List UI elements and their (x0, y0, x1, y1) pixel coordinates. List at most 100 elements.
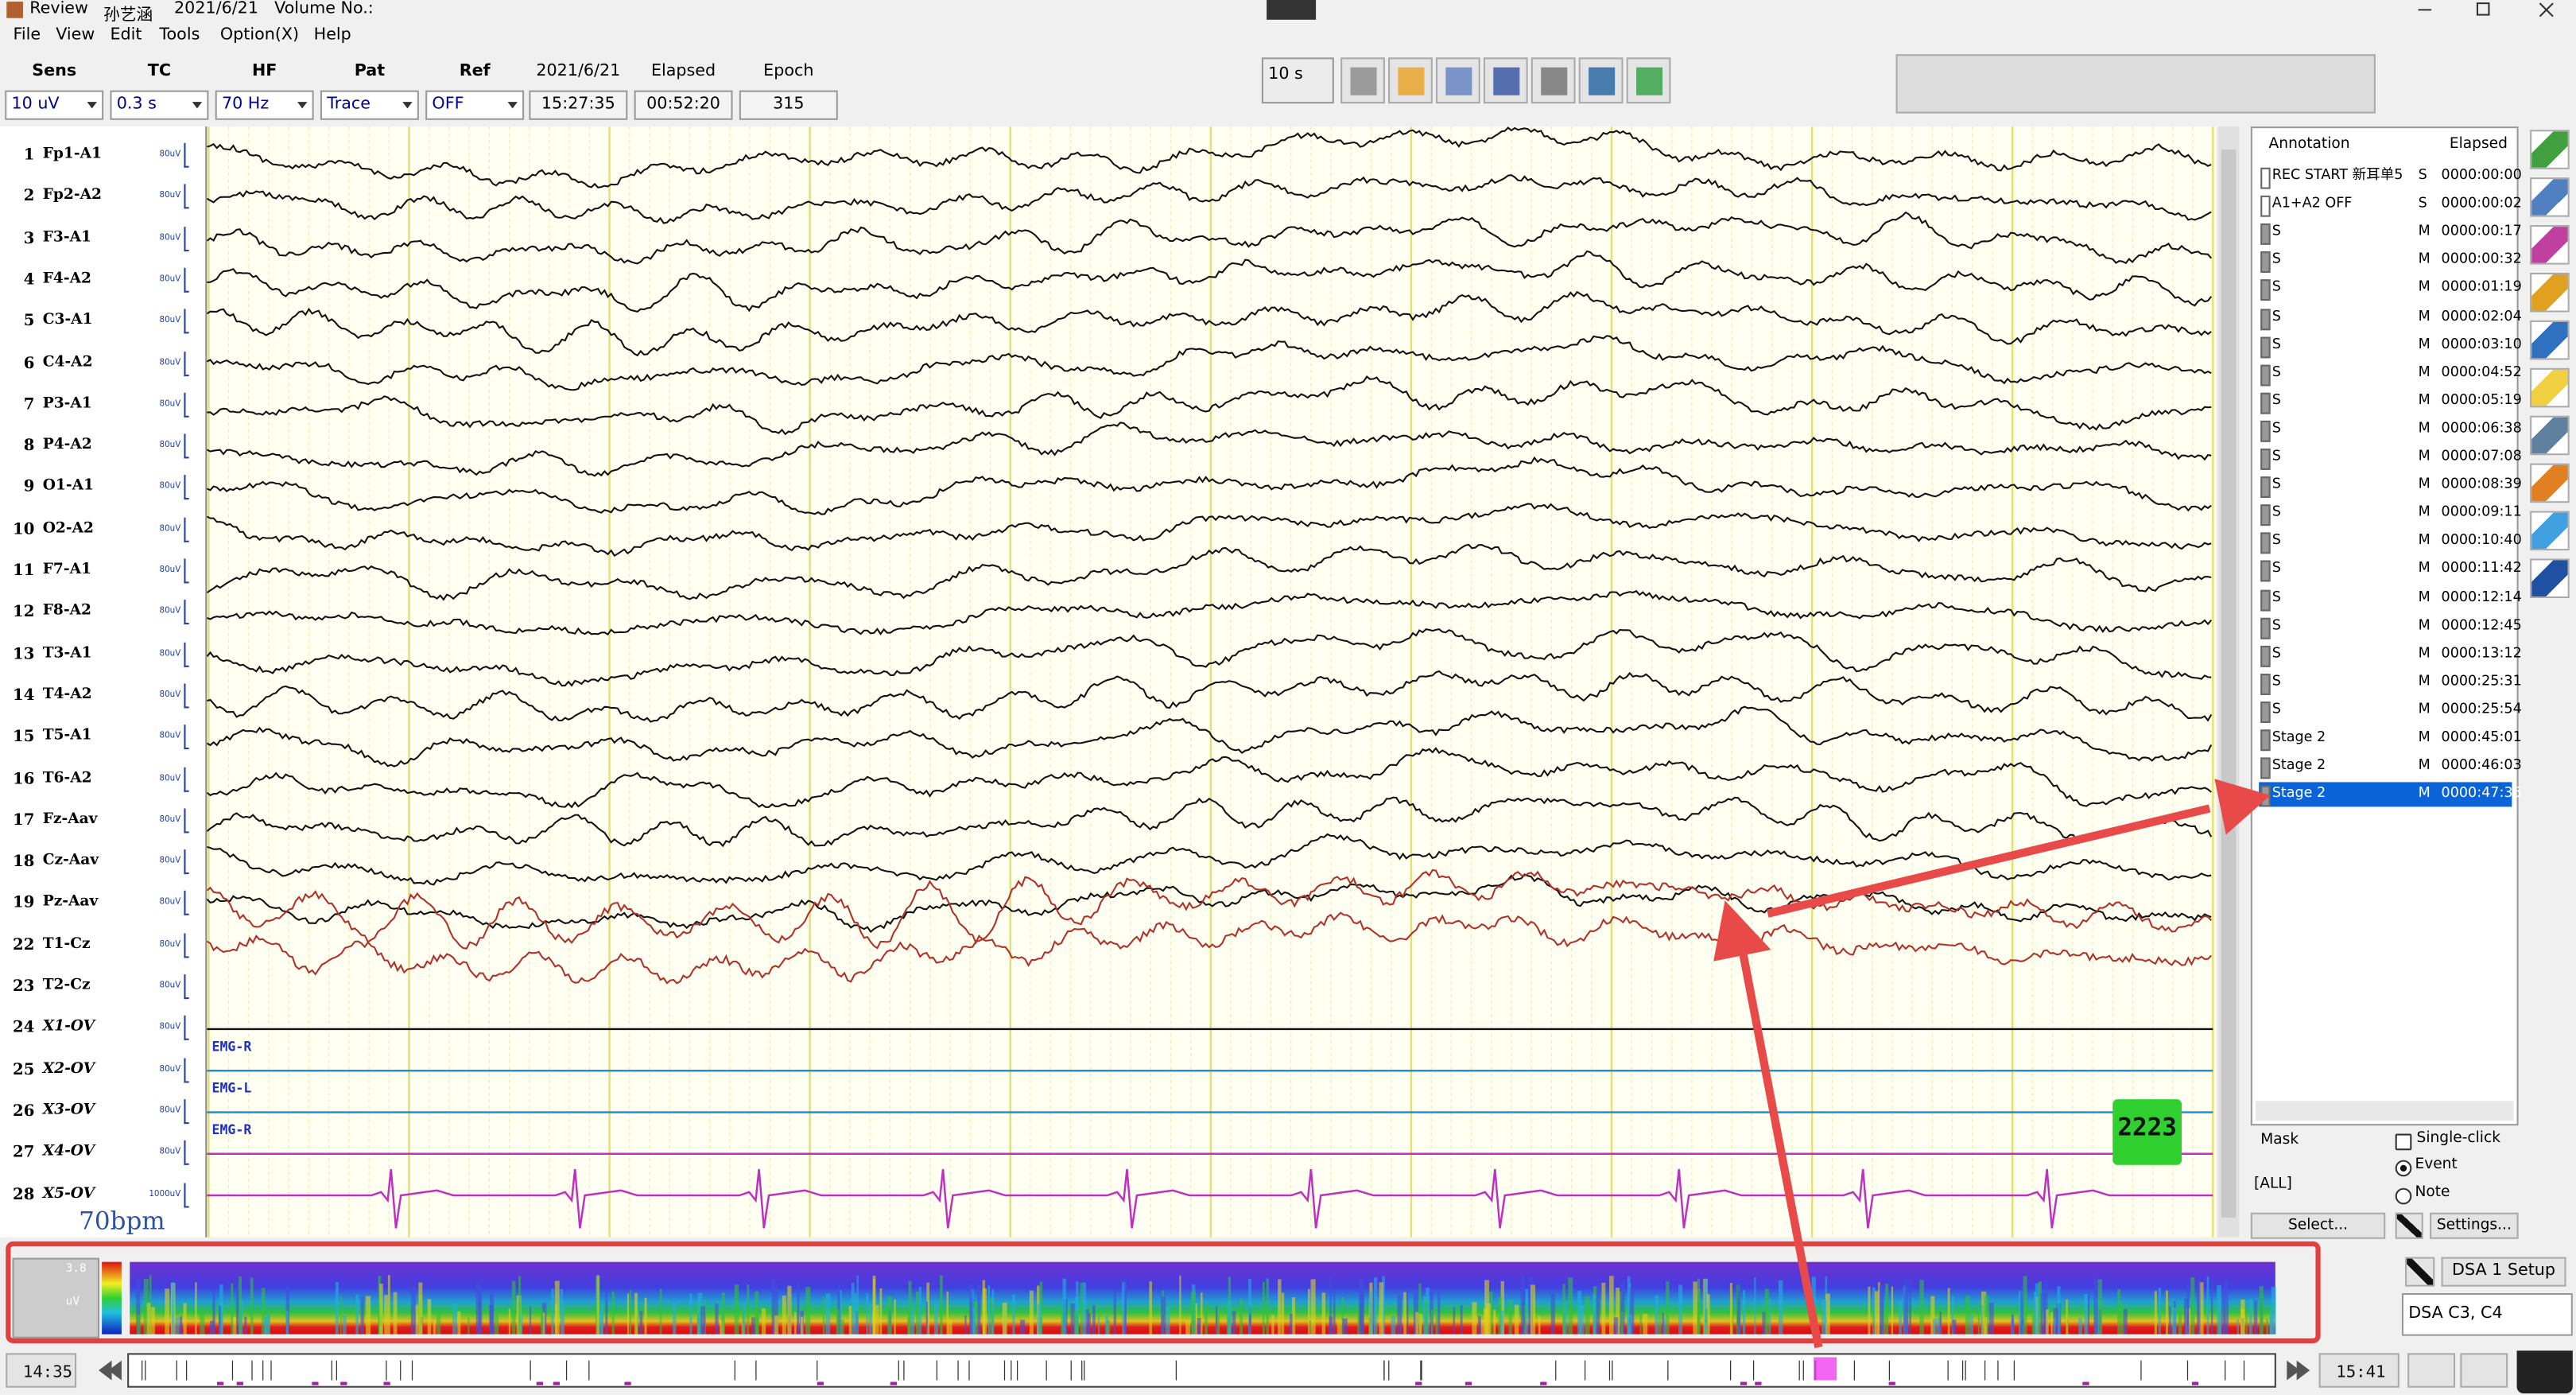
annotation-row[interactable]: S M 0000:01:19 (2259, 277, 2522, 301)
timebase-select[interactable]: 10 s (1261, 57, 1334, 104)
annotation-text: S (2271, 645, 2281, 662)
channel-number: 6 (23, 354, 35, 372)
annotation-time: 0000:07:08 (2441, 449, 2522, 465)
toolbar-button[interactable] (1578, 57, 1624, 104)
annotation-row[interactable]: Stage 2 M 0000:47:35 (2259, 782, 2522, 807)
timeline-button[interactable] (2460, 1353, 2508, 1388)
tool-icon[interactable] (2530, 130, 2570, 169)
annotation-row[interactable]: S M 0000:09:11 (2259, 502, 2522, 527)
annotation-row[interactable]: S M 0000:00:32 (2259, 249, 2522, 274)
annotation-row[interactable]: S M 0000:04:52 (2259, 361, 2522, 386)
annotation-row[interactable]: REC START 新耳单5 S 0000:00:00 (2259, 165, 2522, 189)
dsa-setup-button[interactable]: DSA 1 Setup (2441, 1257, 2566, 1287)
toolbar-button[interactable] (1388, 57, 1433, 104)
annotation-row[interactable]: S M 0000:25:31 (2259, 670, 2522, 695)
scale-bar (184, 932, 189, 958)
dsa-stripe (508, 1308, 511, 1335)
channel-number: 12 (13, 603, 35, 622)
menu-item[interactable]: Help (313, 26, 351, 45)
collapse-button[interactable] (1267, 0, 1317, 20)
toolbar-button[interactable] (1340, 57, 1385, 104)
menu-item[interactable]: File (13, 26, 41, 45)
restore[interactable] (2476, 2, 2490, 16)
control-select[interactable]: 70 Hz (215, 90, 314, 120)
tool-icon[interactable] (2530, 225, 2570, 265)
tool-icon[interactable] (2530, 177, 2570, 217)
dsa-stripe (1406, 1287, 1409, 1335)
annotation-row[interactable]: S M 0000:25:54 (2259, 698, 2522, 723)
close[interactable] (2539, 2, 2554, 17)
toolbar-button[interactable] (1483, 57, 1528, 104)
annotation-row[interactable]: S M 0000:12:14 (2259, 586, 2522, 611)
dsa-channels[interactable]: DSA C3, C4 (2401, 1292, 2573, 1336)
dsa-stripe (894, 1299, 896, 1335)
annotation-row[interactable]: S M 0000:07:08 (2259, 445, 2522, 470)
dsa-stripe (747, 1284, 750, 1335)
annotation-row[interactable]: S M 0000:08:39 (2259, 473, 2522, 499)
control-select[interactable]: 0.3 s (110, 90, 209, 120)
control-select[interactable]: OFF (425, 90, 525, 120)
single-click[interactable]: Single-click (2416, 1130, 2500, 1148)
scale-bar (184, 433, 189, 459)
control-select[interactable]: 10 uV (5, 90, 104, 120)
timeline-forward[interactable] (2287, 1360, 2310, 1381)
annotation-row[interactable]: S M 0000:12:45 (2259, 614, 2522, 639)
menu-item[interactable]: View (56, 26, 95, 45)
timeline-cursor[interactable] (1814, 1357, 1837, 1381)
dsa-stripe (1012, 1294, 1015, 1335)
annotation-row[interactable]: S M 0000:13:12 (2259, 642, 2522, 667)
channel-label: P4-A2 (42, 437, 92, 454)
annotation-row[interactable]: S M 0000:02:04 (2259, 305, 2522, 330)
annotation-row[interactable]: S M 0000:06:38 (2259, 418, 2522, 442)
scrollbar[interactable] (2217, 126, 2240, 1238)
menu-item[interactable]: Edit (110, 26, 142, 45)
dsa-stripe (150, 1307, 155, 1335)
annotation-row[interactable]: Stage 2 M 0000:46:03 (2259, 754, 2522, 779)
annotation-row[interactable]: S M 0000:05:19 (2259, 389, 2522, 414)
control-select[interactable]: Trace (320, 90, 419, 120)
timeline-back[interactable] (98, 1360, 122, 1381)
dsa-stripe (599, 1309, 603, 1335)
channel-sens: 80uV (159, 731, 181, 742)
event-radio[interactable]: Event (2415, 1156, 2458, 1174)
note-radio[interactable]: Note (2415, 1184, 2450, 1202)
timeline-end-box (2318, 1353, 2399, 1388)
annotation-row[interactable]: S M 0000:11:42 (2259, 558, 2522, 583)
menu-item[interactable]: Option(X) (219, 26, 300, 45)
tool-icon[interactable] (2530, 463, 2570, 503)
tool-icon[interactable] (2530, 320, 2570, 360)
tool-icon[interactable] (2530, 558, 2570, 599)
chat-widget[interactable] (2516, 1350, 2573, 1393)
toolbar-button[interactable] (1530, 57, 1576, 104)
annotation-row[interactable]: Stage 2 M 0000:45:01 (2259, 726, 2522, 752)
toolbar-button[interactable] (1626, 57, 1671, 104)
dsa-stripe (1627, 1315, 1632, 1335)
toolbar-button[interactable] (1435, 57, 1480, 104)
title-date: 2021/6/21 (174, 0, 258, 18)
row-checkbox (2260, 757, 2271, 779)
annotation-row[interactable]: A1+A2 OFF S 0000:00:02 (2259, 192, 2522, 217)
timeline-button[interactable] (2407, 1353, 2456, 1388)
scale-bar (184, 1016, 189, 1041)
dsa-stripe (530, 1307, 532, 1335)
dsa-up[interactable] (2405, 1257, 2435, 1287)
horizontal-scroll[interactable] (2256, 1101, 2514, 1121)
select-button[interactable]: Select... (2250, 1212, 2386, 1239)
menu-item[interactable]: Tools (159, 26, 200, 45)
annotation-row[interactable]: S M 0000:10:40 (2259, 530, 2522, 554)
annotation-row[interactable]: S M 0000:00:17 (2259, 220, 2522, 246)
dsa-stripe (2011, 1314, 2014, 1335)
tool-icon[interactable] (2530, 511, 2570, 551)
up-button[interactable] (2395, 1212, 2423, 1239)
timeline: 14:35 15:41 (6, 1350, 2573, 1393)
tool-icon[interactable] (2530, 272, 2570, 313)
tool-icon[interactable] (2530, 415, 2570, 456)
channel-number: 5 (23, 312, 35, 331)
tool-icon[interactable] (2530, 367, 2570, 408)
row-checkbox (2260, 251, 2271, 274)
channel-number: 19 (13, 894, 35, 913)
annotation-row[interactable]: S M 0000:03:10 (2259, 333, 2522, 358)
dsa-stripe (639, 1311, 643, 1335)
settings-button[interactable]: Settings... (2430, 1212, 2519, 1239)
dsa-stripe (734, 1284, 739, 1335)
